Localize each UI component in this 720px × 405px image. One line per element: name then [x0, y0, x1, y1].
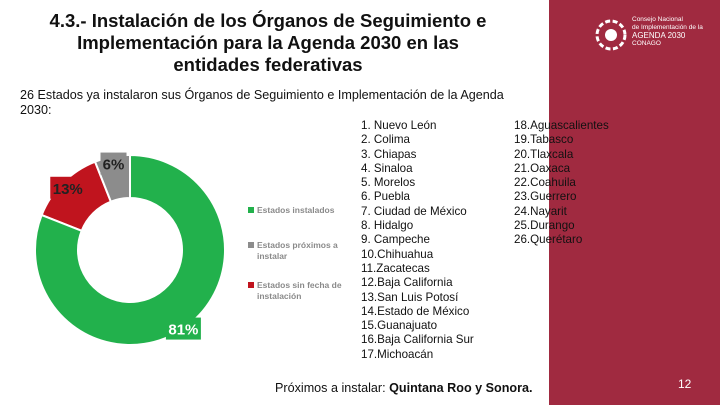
legend-no-date-swatch — [248, 282, 254, 288]
state-item-b-1: 18.Aguascalientes — [514, 119, 609, 132]
data-label-installed-box — [165, 317, 201, 340]
legend-upcoming-swatch — [248, 242, 254, 248]
page-number: 12 — [678, 377, 692, 391]
state-item-8: 8. Hidalgo — [361, 219, 414, 233]
data-label-installed: 81% — [168, 322, 198, 339]
logo-line-4: CONAGO — [632, 40, 661, 47]
state-item-6: 6. Puebla — [361, 190, 410, 204]
state-item-9: 9. Campeche — [361, 233, 430, 247]
legend-installed-swatch — [248, 207, 254, 213]
state-item-7: 7. Ciudad de México — [361, 204, 467, 218]
state-item-3: 3. Chiapas — [361, 147, 417, 161]
state-item-1: 1. Nuevo León — [361, 119, 437, 132]
data-label-no-date: 13% — [53, 181, 83, 198]
state-item-b-7: 24.Nayarit — [514, 204, 567, 218]
installation-donut-chart: 13% 6% 81% Estados instalados Estados próxim… — [34, 152, 342, 346]
state-item-b-4: 21.Oaxaca — [514, 161, 571, 175]
logo-line-1: Consejo Nacional — [632, 16, 683, 23]
state-item-b-8: 25.Durango — [514, 219, 575, 233]
state-item-5: 5. Morelos — [361, 176, 416, 190]
data-label-no-date-group: 13% — [50, 176, 86, 199]
logo-line-3: AGENDA 2030 — [632, 31, 686, 40]
page-title: 4.3.- Instalación de los Órganos de Segu… — [12, 10, 524, 76]
upcoming-installations-note: Próximos a instalar: Quintana Roo y Sono… — [275, 381, 533, 395]
state-item-b-2: 19.Tabasco — [514, 133, 574, 147]
state-item-4: 4. Sinaloa — [361, 161, 413, 175]
state-item-17: 17.Michoacán — [361, 347, 434, 361]
state-item-b-3: 20.Tlaxcala — [514, 147, 574, 161]
state-item-10: 10.Chihuahua — [361, 247, 434, 261]
sidebar-accent — [549, 0, 720, 405]
intro-text: 26 Estados ya instalaron sus Órganos de … — [20, 88, 504, 117]
data-label-upcoming-group: 6% — [100, 152, 127, 175]
data-label-upcoming-box — [100, 152, 127, 175]
agenda-2030-emblem-icon — [595, 19, 627, 51]
data-label-no-date-box — [50, 176, 86, 199]
state-item-15: 15.Guanajuato — [361, 319, 438, 333]
state-item-b-9: 26.Querétaro — [514, 233, 583, 247]
state-item-16: 16.Baja California Sur — [361, 333, 474, 347]
footer-states: Quintana Roo y Sonora. — [389, 381, 533, 395]
state-item-2: 2. Colima — [361, 133, 410, 147]
footer-prefix: Próximos a instalar: — [275, 381, 386, 395]
state-item-b-5: 22.Coahuila — [514, 176, 576, 190]
logo-line-2: de Implementación de la — [632, 24, 703, 31]
legend-no-date-label: instalación — [257, 291, 301, 301]
title-line-3: entidades federativas — [173, 54, 363, 75]
slice-installed — [34, 153, 226, 346]
states-list-column-2: 18.Aguascalientes 19.Tabasco 20.Tlaxcala 21… — [514, 119, 609, 248]
legend-installed-label: Estados instalados — [257, 205, 335, 215]
legend-upcoming-label: Estados próximos a — [257, 240, 338, 250]
state-item-14: 14.Estado de México — [361, 304, 470, 318]
title-line-2: Implementación para la Agenda 2030 en la… — [77, 32, 459, 53]
state-item-b-6: 23.Guerrero — [514, 190, 577, 204]
state-item-11: 11.Zacatecas — [361, 261, 430, 275]
title-line-1: 4.3.- Instalación de los Órganos de Segu… — [49, 10, 487, 31]
legend-upcoming-label: instalar — [257, 251, 288, 261]
data-label-upcoming: 6% — [103, 157, 125, 174]
states-list-column-1: 1. Nuevo León 2. Colima 3. Chiapas 4. Sinal… — [361, 119, 474, 362]
conago-logo: Consejo Nacional de Implementación de la… — [594, 14, 704, 62]
data-label-installed-group: 81% — [165, 317, 201, 340]
state-item-13: 13.San Luis Potosí — [361, 290, 459, 304]
state-item-12: 12.Baja California — [361, 276, 453, 290]
legend-no-date-label: Estados sin fecha de — [257, 280, 342, 290]
